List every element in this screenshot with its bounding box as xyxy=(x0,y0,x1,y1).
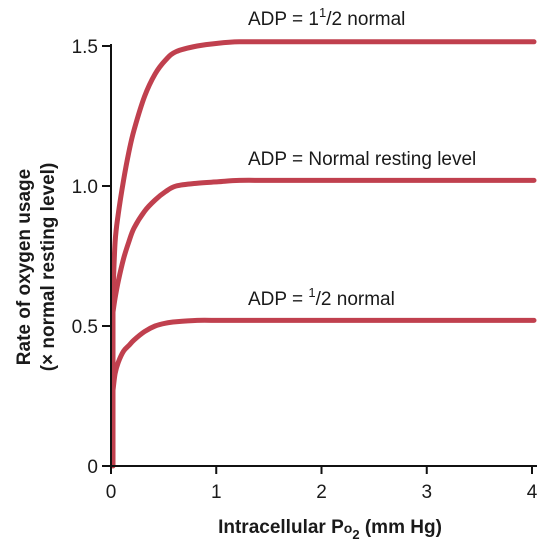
y-tick-label: 1.0 xyxy=(72,177,98,198)
y-axis-title-line2: (× normal resting level) xyxy=(38,163,59,372)
y-tick-label: 0 xyxy=(87,457,98,478)
x-tick-label: 4 xyxy=(527,482,538,503)
x-tick-label: 0 xyxy=(106,482,117,503)
x-tick-label: 2 xyxy=(316,482,327,503)
y-ticks: 0 0.5 1.0 1.5 xyxy=(72,37,111,478)
x-axis-title: Intracellular Po2 (mm Hg) xyxy=(218,517,442,542)
x-ticks: 0 1 2 3 4 xyxy=(106,466,538,503)
series-labels: ADP = 11/2 normal ADP = Normal resting le… xyxy=(248,5,476,310)
x-tick-label: 1 xyxy=(211,482,222,503)
x-tick-label: 3 xyxy=(421,482,432,503)
series-line-1 xyxy=(110,39,537,295)
y-tick-label: 1.5 xyxy=(72,37,98,58)
series-line-2 xyxy=(110,177,537,315)
series-label-2: ADP = Normal resting level xyxy=(248,149,476,170)
series-label-1: ADP = 11/2 normal xyxy=(248,5,405,30)
series-line-3 xyxy=(110,317,537,393)
y-axis-title-line1: Rate of oxygen usage xyxy=(14,169,35,365)
series-label-3: ADP = 1/2 normal xyxy=(248,285,395,310)
y-tick-label: 0.5 xyxy=(72,317,98,338)
y-axis-title: Rate of oxygen usage (× normal resting l… xyxy=(14,163,59,372)
plot-lines xyxy=(110,39,537,469)
